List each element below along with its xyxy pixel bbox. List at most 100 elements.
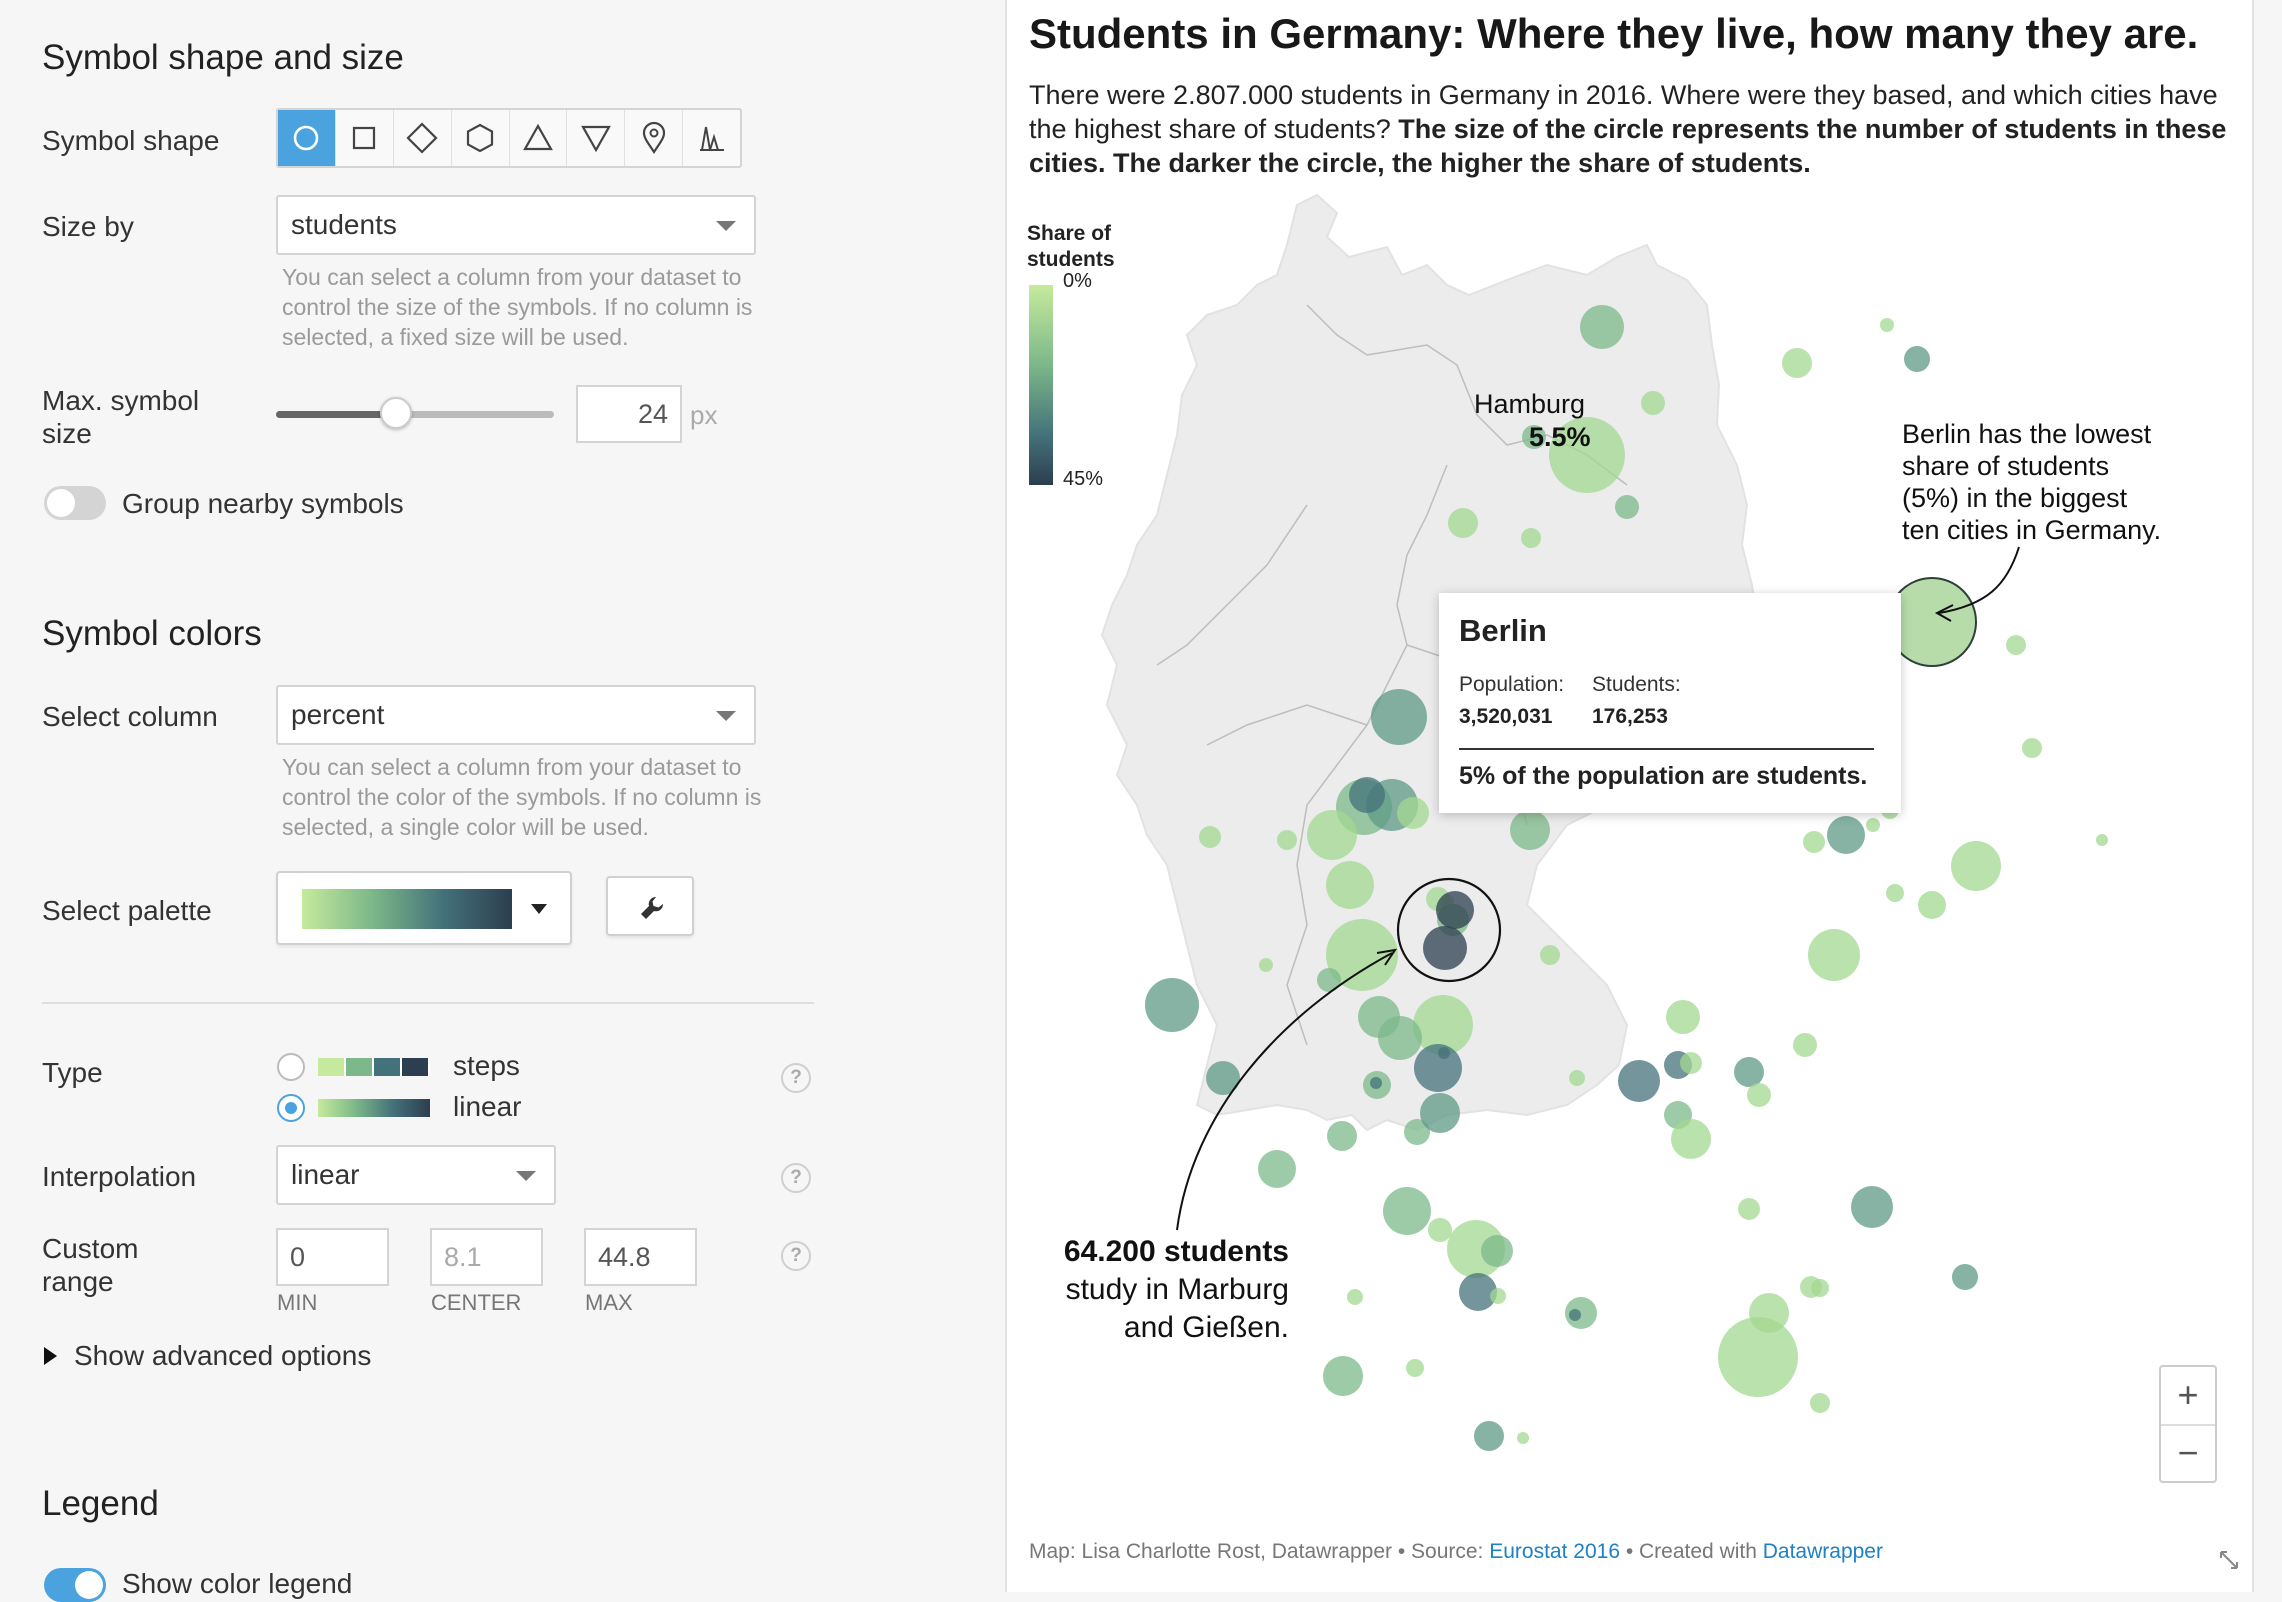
city-symbol[interactable] <box>1199 826 1221 848</box>
city-symbol[interactable] <box>1323 1356 1363 1396</box>
city-symbol[interactable] <box>1811 1279 1829 1297</box>
city-symbol[interactable] <box>1517 1432 1529 1444</box>
range-max-input[interactable]: 44.8 <box>584 1228 697 1286</box>
city-symbol[interactable] <box>1880 318 1894 332</box>
city-symbol[interactable] <box>1406 1359 1424 1377</box>
city-symbol[interactable] <box>1490 1288 1506 1304</box>
city-symbol[interactable] <box>1258 1150 1296 1188</box>
max-size-slider-handle[interactable] <box>379 397 412 429</box>
city-symbol[interactable] <box>1145 978 1199 1032</box>
city-symbol[interactable] <box>1522 425 1546 449</box>
select-column-select[interactable]: percent <box>276 685 756 745</box>
city-symbol[interactable] <box>1569 1309 1581 1321</box>
resize-handle-icon[interactable] <box>2217 1548 2241 1572</box>
zoom-out-button[interactable]: − <box>2177 1432 2199 1473</box>
city-symbol[interactable] <box>1510 810 1550 850</box>
city-symbol[interactable] <box>1718 1317 1798 1397</box>
shape-triangle-down-button[interactable] <box>567 110 626 166</box>
city-symbol[interactable] <box>1420 1093 1460 1133</box>
shape-triangle-button[interactable] <box>510 110 568 166</box>
city-symbol[interactable] <box>1951 841 2001 891</box>
type-steps-radio[interactable] <box>277 1053 305 1081</box>
city-symbol-berlin[interactable] <box>1887 577 1977 667</box>
city-symbol[interactable] <box>1370 1077 1382 1089</box>
city-symbol[interactable] <box>1680 1052 1702 1074</box>
city-symbol[interactable] <box>1734 1057 1764 1087</box>
city-symbol[interactable] <box>1952 1264 1978 1290</box>
city-symbol[interactable] <box>1397 797 1429 829</box>
city-symbol[interactable] <box>1414 1044 1462 1092</box>
germany-symbol-map[interactable]: Share of students 0% 45% <box>1007 185 2250 1525</box>
show-color-legend-toggle[interactable] <box>44 1568 106 1602</box>
type-help-icon[interactable]: ? <box>781 1063 811 1093</box>
city-symbol[interactable] <box>1459 1273 1497 1311</box>
city-symbol[interactable] <box>1866 818 1880 832</box>
shape-circle-button[interactable] <box>278 110 336 166</box>
max-size-slider-track[interactable] <box>276 397 554 429</box>
city-symbol[interactable] <box>1371 689 1427 745</box>
city-symbol[interactable] <box>1474 1421 1504 1451</box>
palette-edit-button[interactable] <box>606 876 694 936</box>
city-symbol[interactable] <box>1671 1119 1711 1159</box>
city-symbol[interactable] <box>1666 1000 1700 1034</box>
city-symbol[interactable] <box>1565 1297 1597 1329</box>
max-size-input[interactable]: 24 <box>576 385 682 443</box>
city-symbol[interactable] <box>1428 1218 1452 1242</box>
city-symbol[interactable] <box>1404 1119 1430 1145</box>
shape-marker-button[interactable] <box>625 110 684 166</box>
custom-range-help-icon[interactable]: ? <box>781 1241 811 1271</box>
city-symbol-giessen[interactable] <box>1436 891 1474 929</box>
range-center-input[interactable]: 8.1 <box>430 1228 543 1286</box>
city-symbol[interactable] <box>1326 919 1398 991</box>
shape-square-button[interactable] <box>336 110 394 166</box>
city-symbol[interactable] <box>1317 968 1341 992</box>
city-symbol[interactable] <box>1521 528 1541 548</box>
city-symbol[interactable] <box>1347 1289 1363 1305</box>
city-symbol[interactable] <box>1618 1060 1660 1102</box>
interpolation-help-icon[interactable]: ? <box>781 1163 811 1193</box>
interpolation-select[interactable]: linear <box>276 1145 556 1205</box>
city-symbol[interactable] <box>2022 738 2042 758</box>
city-symbol[interactable] <box>1349 777 1385 813</box>
city-symbol[interactable] <box>1641 391 1665 415</box>
city-symbol[interactable] <box>1904 346 1930 372</box>
city-symbol[interactable] <box>1327 1121 1357 1151</box>
group-symbols-toggle[interactable] <box>44 486 106 520</box>
city-symbol[interactable] <box>1438 1047 1450 1059</box>
city-symbol[interactable] <box>1918 891 1946 919</box>
city-symbol[interactable] <box>1851 1186 1893 1228</box>
city-symbol[interactable] <box>1738 1198 1760 1220</box>
type-linear-radio[interactable] <box>277 1094 305 1122</box>
range-min-input[interactable]: 0 <box>276 1228 389 1286</box>
city-symbol[interactable] <box>1886 884 1904 902</box>
city-symbol[interactable] <box>1206 1061 1240 1095</box>
shape-spike-button[interactable] <box>683 110 740 166</box>
source-link[interactable]: Eurostat 2016 <box>1489 1540 1620 1563</box>
city-symbol[interactable] <box>1808 929 1860 981</box>
city-symbol[interactable] <box>1803 831 1825 853</box>
city-symbol-hamburg[interactable] <box>1549 417 1625 493</box>
zoom-in-button[interactable]: + <box>2161 1367 2215 1426</box>
city-symbol[interactable] <box>1277 830 1297 850</box>
city-symbol[interactable] <box>2096 834 2108 846</box>
city-symbol[interactable] <box>1481 1235 1513 1267</box>
datawrapper-link[interactable]: Datawrapper <box>1762 1540 1883 1563</box>
city-symbol[interactable] <box>1378 1016 1422 1060</box>
palette-select[interactable] <box>276 871 572 945</box>
city-symbol[interactable] <box>1540 945 1560 965</box>
city-symbol[interactable] <box>1326 861 1374 909</box>
city-symbol-marburg[interactable] <box>1423 926 1467 970</box>
city-symbol[interactable] <box>2006 635 2026 655</box>
city-symbol[interactable] <box>1827 816 1865 854</box>
size-by-select[interactable]: students <box>276 195 756 255</box>
city-symbol[interactable] <box>1569 1070 1585 1086</box>
city-symbol[interactable] <box>1448 508 1478 538</box>
city-symbol[interactable] <box>1747 1083 1771 1107</box>
shape-diamond-button[interactable] <box>394 110 452 166</box>
shape-hexagon-button[interactable] <box>452 110 510 166</box>
city-symbol[interactable] <box>1259 958 1273 972</box>
city-symbol[interactable] <box>1793 1033 1817 1057</box>
city-symbol[interactable] <box>1580 305 1624 349</box>
city-symbol[interactable] <box>1615 495 1639 519</box>
city-symbol[interactable] <box>1307 810 1357 860</box>
